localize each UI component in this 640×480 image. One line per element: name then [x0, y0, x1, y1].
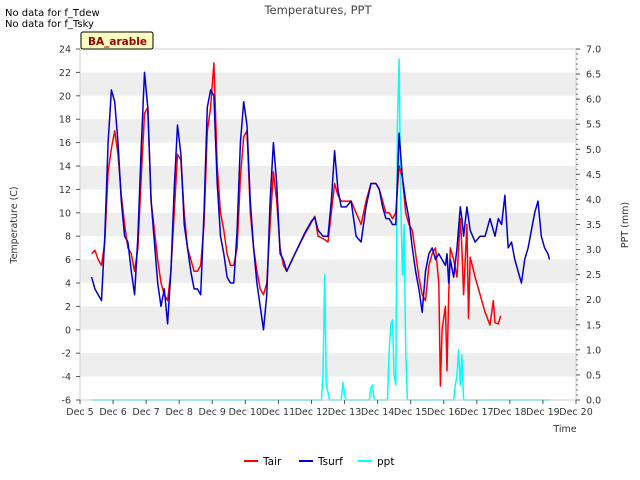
y-right-tick-label: 0.5	[586, 370, 601, 381]
x-tick-label: Dec 6	[99, 407, 126, 418]
y-left-tick-label: 8	[65, 232, 71, 243]
x-axis-label: Time	[552, 424, 576, 435]
x-tick-label: Dec 7	[132, 407, 159, 418]
legend-item-tsurf: Tsurf	[299, 456, 343, 468]
y-left-tick-label: 18	[59, 115, 71, 126]
site-label-text: BA_arable	[88, 36, 147, 48]
site-label-box: BA_arable	[80, 31, 154, 50]
y-right-tick-label: 4.0	[586, 195, 601, 206]
grid-band	[80, 119, 576, 143]
chart-title: Temperatures, PPT	[263, 3, 372, 17]
legend-label: ppt	[377, 456, 394, 468]
legend-item-ppt: ppt	[358, 456, 394, 468]
grid-band	[80, 72, 576, 96]
site-label-background	[80, 31, 154, 50]
y-right-tick-label: 5.0	[586, 145, 601, 156]
grid-band	[80, 306, 576, 330]
legend-item-tair: Tair	[244, 456, 282, 468]
y-left-tick-label: -4	[62, 372, 71, 383]
y-left-tick-label: 2	[65, 302, 71, 313]
y-left-tick-label: 10	[59, 208, 71, 219]
y-left-tick-label: -6	[62, 396, 71, 407]
x-tick-label: Dec 12	[295, 407, 329, 418]
y-right-tick-label: 7.0	[586, 45, 601, 56]
series-line-tsurf	[90, 71, 551, 331]
x-tick-label: Dec 20	[559, 407, 593, 418]
y-right-tick-label: 4.5	[586, 170, 601, 181]
no-data-note-tdew: No data for f_Tdew	[5, 8, 100, 19]
x-tick-label: Dec 5	[66, 407, 93, 418]
y-left-tick-label: 0	[65, 325, 71, 336]
y-right-tick-label: 6.0	[586, 95, 601, 106]
y-left-tick-label: 4	[65, 279, 71, 290]
y-right-tick-label: 2.0	[586, 295, 601, 306]
x-tick-label: Dec 13	[328, 407, 362, 418]
grid-band	[80, 166, 576, 190]
grid-band	[80, 353, 576, 377]
x-tick-label: Dec 14	[361, 407, 395, 418]
y-left-tick-label: 20	[59, 91, 71, 102]
y-left-tick-label: 22	[59, 68, 71, 79]
y-left-tick-label: 6	[65, 255, 71, 266]
y-right-tick-label: 2.5	[586, 270, 601, 281]
y-left-tick-label: 12	[59, 185, 71, 196]
x-tick-label: Dec 18	[493, 407, 527, 418]
y-left-tick-label: 14	[59, 162, 71, 173]
y-axis-right-label: PPT (mm)	[620, 202, 631, 248]
y-right-tick-label: 3.0	[586, 245, 601, 256]
x-tick-label: Dec 15	[394, 407, 428, 418]
x-tick-label: Dec 16	[427, 407, 461, 418]
y-right-tick-label: 6.5	[586, 70, 601, 81]
y-right-tick-label: 1.0	[586, 345, 601, 356]
x-tick-label: Dec 10	[229, 407, 263, 418]
x-tick-label: Dec 8	[165, 407, 192, 418]
x-tick-label: Dec 17	[460, 407, 494, 418]
y-right-tick-label: 0.0	[586, 396, 601, 407]
y-left-tick-label: -2	[62, 349, 71, 360]
y-right-tick-label: 1.5	[586, 320, 601, 331]
x-tick-label: Dec 9	[199, 407, 226, 418]
legend-label: Tair	[262, 456, 282, 468]
y-left-tick-label: 16	[59, 138, 71, 149]
x-tick-label: Dec 19	[526, 407, 560, 418]
y-right-tick-label: 3.5	[586, 220, 601, 231]
grid-band	[80, 259, 576, 283]
legend-label: Tsurf	[317, 456, 343, 468]
y-right-tick-label: 5.5	[586, 120, 601, 131]
legend: Tair Tsurf ppt	[244, 456, 394, 468]
x-tick-label: Dec 11	[262, 407, 296, 418]
y-axis-left-label: Temperature (C)	[9, 186, 20, 264]
y-left-tick-label: 24	[59, 45, 71, 56]
grid-bands	[80, 49, 576, 400]
axis-ticks: Dec 5 Dec 6 Dec 7 Dec 8 Dec 9 Dec 10 Dec 11 Dec…	[59, 45, 601, 419]
no-data-note-tsky: No data for f_Tsky	[5, 19, 94, 30]
